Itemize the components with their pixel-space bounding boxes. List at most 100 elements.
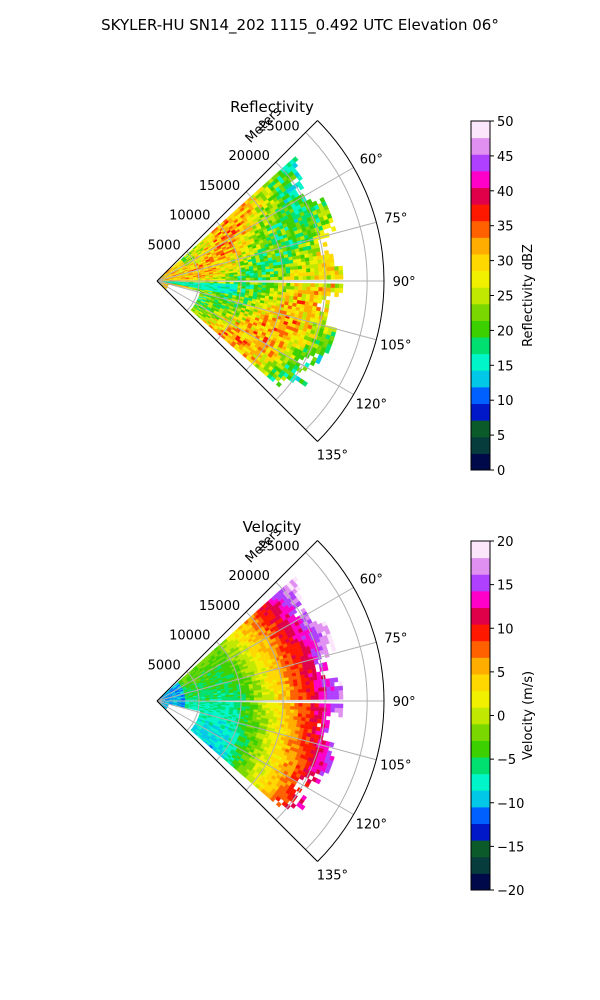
data-cell bbox=[249, 702, 255, 705]
data-cell bbox=[229, 278, 235, 281]
data-cell bbox=[312, 676, 318, 681]
data-cell bbox=[314, 290, 319, 296]
data-cell bbox=[209, 278, 214, 281]
data-cell bbox=[300, 677, 306, 683]
data-cell bbox=[324, 723, 330, 729]
data-cell bbox=[245, 282, 251, 285]
data-cell bbox=[322, 241, 328, 248]
data-cell bbox=[329, 741, 335, 748]
data-cell bbox=[266, 282, 271, 286]
colorbar-swatch bbox=[471, 773, 490, 791]
data-cell bbox=[253, 284, 259, 288]
data-cell bbox=[310, 268, 315, 273]
data-cell bbox=[313, 659, 319, 665]
data-cell bbox=[292, 259, 298, 264]
data-cell bbox=[257, 282, 263, 286]
data-cell bbox=[229, 701, 235, 705]
data-cell bbox=[326, 690, 332, 696]
data-cell bbox=[324, 250, 330, 256]
data-cell bbox=[301, 681, 307, 686]
data-cell bbox=[270, 282, 275, 286]
data-cell bbox=[266, 702, 271, 706]
data-cell bbox=[273, 268, 279, 272]
colorbar-swatch bbox=[471, 370, 490, 388]
data-cell bbox=[245, 697, 251, 701]
data-cell bbox=[241, 273, 247, 277]
colorbar-tick-label: 20 bbox=[497, 535, 514, 550]
data-cell bbox=[275, 801, 282, 808]
radial-tick-label: 15000 bbox=[199, 599, 240, 614]
data-cell bbox=[305, 713, 311, 719]
data-cell bbox=[334, 274, 340, 280]
data-cell bbox=[277, 684, 282, 689]
data-cell bbox=[278, 693, 283, 698]
data-cell bbox=[297, 293, 303, 298]
data-cell bbox=[306, 692, 311, 697]
data-cell bbox=[294, 286, 299, 291]
data-cell bbox=[310, 290, 315, 296]
colorbar-tick-label: −20 bbox=[497, 884, 524, 899]
data-cell bbox=[253, 702, 259, 706]
colorbar-swatch bbox=[471, 253, 490, 272]
data-cell bbox=[301, 685, 307, 690]
data-cell bbox=[330, 646, 337, 652]
data-cell bbox=[290, 706, 295, 710]
data-cell bbox=[306, 272, 311, 277]
colorbar-tick-label: −10 bbox=[497, 797, 524, 812]
data-cell bbox=[318, 695, 324, 700]
data-cell bbox=[304, 257, 310, 262]
colorbar-swatch bbox=[471, 187, 490, 205]
colorbar-swatch bbox=[471, 337, 490, 355]
data-cell bbox=[298, 276, 303, 280]
figure-title: SKYLER-HU SN14_202 1115_0.492 UTC Elevat… bbox=[101, 16, 499, 34]
data-cell bbox=[273, 705, 279, 709]
data-cell bbox=[310, 703, 315, 708]
data-cell bbox=[286, 282, 291, 287]
data-cell bbox=[317, 718, 323, 724]
data-cell bbox=[293, 269, 299, 274]
data-cell bbox=[269, 271, 275, 275]
data-cell bbox=[334, 270, 340, 276]
data-cell bbox=[305, 264, 311, 270]
data-cell bbox=[265, 688, 271, 693]
data-cell bbox=[313, 714, 319, 720]
data-cell bbox=[269, 288, 275, 292]
data-cell bbox=[313, 259, 319, 265]
data-cell bbox=[274, 276, 279, 281]
data-cell bbox=[241, 702, 247, 705]
data-cell bbox=[310, 688, 315, 693]
data-cell bbox=[294, 702, 299, 707]
data-cell bbox=[306, 688, 311, 693]
data-cell bbox=[293, 289, 299, 294]
data-cell bbox=[330, 694, 336, 700]
data-cell bbox=[289, 686, 295, 691]
data-cell bbox=[257, 692, 263, 696]
data-cell bbox=[302, 695, 307, 700]
colorbar-swatch bbox=[471, 757, 490, 775]
data-cell bbox=[309, 360, 316, 367]
data-cell bbox=[324, 303, 330, 309]
colorbar-swatch bbox=[471, 541, 490, 559]
data-cell bbox=[318, 687, 323, 692]
colorbar-swatch bbox=[471, 673, 490, 692]
chart-title: Reflectivity bbox=[230, 98, 314, 116]
data-cell bbox=[273, 270, 279, 275]
angular-tick-label: 105° bbox=[380, 758, 411, 773]
angular-tick-label: 105° bbox=[380, 338, 411, 353]
angular-tick-label: 75° bbox=[384, 632, 407, 647]
data-cell bbox=[315, 358, 322, 365]
colorbar-tick-label: 0 bbox=[497, 464, 505, 479]
data-cell bbox=[330, 274, 336, 280]
data-cell bbox=[306, 275, 311, 280]
data-cell bbox=[338, 288, 344, 294]
data-cell bbox=[308, 256, 314, 262]
colorbar-swatch bbox=[471, 137, 490, 155]
data-cell bbox=[297, 289, 303, 294]
colorbar-label: Reflectivity dBZ bbox=[521, 244, 536, 347]
data-cell bbox=[301, 710, 307, 715]
data-cell bbox=[338, 694, 344, 700]
data-cell bbox=[273, 708, 279, 712]
data-cell bbox=[261, 282, 267, 286]
data-cell bbox=[314, 687, 319, 693]
data-cell bbox=[328, 217, 334, 224]
